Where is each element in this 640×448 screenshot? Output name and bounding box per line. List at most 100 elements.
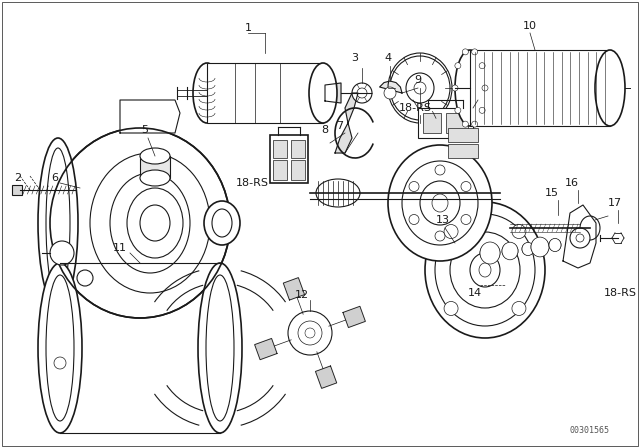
Circle shape bbox=[479, 108, 485, 113]
Bar bbox=[12, 185, 22, 195]
Circle shape bbox=[480, 243, 500, 263]
Ellipse shape bbox=[522, 242, 534, 256]
Circle shape bbox=[54, 357, 66, 369]
Circle shape bbox=[512, 302, 526, 315]
Text: 14: 14 bbox=[468, 288, 482, 298]
Circle shape bbox=[479, 63, 485, 69]
Circle shape bbox=[455, 108, 461, 113]
Ellipse shape bbox=[38, 138, 78, 308]
Polygon shape bbox=[284, 278, 305, 300]
Circle shape bbox=[357, 88, 367, 98]
Text: 12: 12 bbox=[295, 290, 309, 300]
Circle shape bbox=[512, 224, 526, 238]
Polygon shape bbox=[325, 83, 341, 103]
Ellipse shape bbox=[198, 263, 242, 433]
Ellipse shape bbox=[140, 205, 170, 241]
Circle shape bbox=[472, 49, 477, 55]
Ellipse shape bbox=[531, 237, 549, 257]
Ellipse shape bbox=[432, 194, 448, 212]
Ellipse shape bbox=[140, 170, 170, 186]
Ellipse shape bbox=[435, 214, 535, 326]
Circle shape bbox=[462, 49, 468, 55]
Circle shape bbox=[444, 224, 458, 238]
Ellipse shape bbox=[206, 275, 234, 421]
Circle shape bbox=[549, 239, 561, 251]
Ellipse shape bbox=[402, 161, 478, 245]
Circle shape bbox=[522, 243, 534, 255]
Ellipse shape bbox=[470, 253, 500, 287]
Circle shape bbox=[472, 121, 477, 127]
Circle shape bbox=[452, 85, 458, 91]
Ellipse shape bbox=[595, 50, 625, 126]
Text: 00301565: 00301565 bbox=[570, 426, 610, 435]
Bar bbox=[273, 140, 287, 158]
Ellipse shape bbox=[193, 63, 221, 123]
Ellipse shape bbox=[420, 181, 460, 225]
Text: 18-RS: 18-RS bbox=[399, 103, 431, 113]
Polygon shape bbox=[120, 100, 180, 133]
Ellipse shape bbox=[390, 56, 450, 120]
Ellipse shape bbox=[455, 50, 485, 126]
Ellipse shape bbox=[140, 148, 170, 164]
Bar bbox=[273, 160, 287, 180]
Text: 13: 13 bbox=[436, 215, 450, 225]
Polygon shape bbox=[335, 93, 358, 153]
Bar bbox=[207, 63, 323, 123]
Circle shape bbox=[462, 121, 468, 127]
Text: 18-RS: 18-RS bbox=[604, 288, 637, 298]
Circle shape bbox=[461, 181, 471, 191]
Ellipse shape bbox=[90, 153, 210, 293]
Ellipse shape bbox=[50, 241, 74, 265]
Text: 17: 17 bbox=[608, 198, 622, 208]
Ellipse shape bbox=[77, 270, 93, 286]
Text: 5: 5 bbox=[141, 125, 148, 135]
Ellipse shape bbox=[316, 179, 360, 207]
Ellipse shape bbox=[309, 63, 337, 123]
Ellipse shape bbox=[580, 216, 600, 240]
Circle shape bbox=[531, 238, 549, 256]
Text: 16: 16 bbox=[565, 178, 579, 188]
Circle shape bbox=[305, 328, 315, 338]
Circle shape bbox=[352, 83, 372, 103]
Bar bbox=[423, 113, 441, 133]
Ellipse shape bbox=[425, 202, 545, 338]
Ellipse shape bbox=[50, 128, 230, 318]
Circle shape bbox=[435, 231, 445, 241]
Ellipse shape bbox=[450, 232, 520, 308]
Ellipse shape bbox=[414, 82, 426, 94]
Bar bbox=[448, 144, 478, 158]
Circle shape bbox=[444, 302, 458, 315]
Polygon shape bbox=[380, 81, 402, 93]
Text: 4: 4 bbox=[385, 53, 392, 63]
Circle shape bbox=[455, 63, 461, 69]
Ellipse shape bbox=[406, 73, 434, 103]
Ellipse shape bbox=[502, 242, 518, 260]
Circle shape bbox=[576, 234, 584, 242]
Polygon shape bbox=[255, 339, 277, 360]
Text: 6: 6 bbox=[51, 173, 58, 183]
Text: 1: 1 bbox=[244, 23, 252, 33]
Ellipse shape bbox=[127, 188, 183, 258]
Circle shape bbox=[409, 181, 419, 191]
Text: 8: 8 bbox=[321, 125, 328, 135]
Ellipse shape bbox=[204, 201, 240, 245]
Text: 11: 11 bbox=[113, 243, 127, 253]
Ellipse shape bbox=[46, 275, 74, 421]
Polygon shape bbox=[316, 366, 337, 388]
Text: 9: 9 bbox=[415, 75, 422, 85]
Circle shape bbox=[570, 228, 590, 248]
Circle shape bbox=[384, 87, 396, 99]
Ellipse shape bbox=[212, 209, 232, 237]
Ellipse shape bbox=[479, 263, 491, 277]
Ellipse shape bbox=[480, 242, 500, 264]
Bar bbox=[418, 108, 473, 138]
Circle shape bbox=[461, 215, 471, 224]
Polygon shape bbox=[563, 205, 596, 268]
Ellipse shape bbox=[388, 145, 492, 261]
Ellipse shape bbox=[549, 238, 561, 252]
Circle shape bbox=[409, 215, 419, 224]
Circle shape bbox=[298, 321, 322, 345]
Ellipse shape bbox=[46, 148, 70, 298]
Bar bbox=[270, 135, 308, 183]
Bar bbox=[446, 113, 468, 133]
